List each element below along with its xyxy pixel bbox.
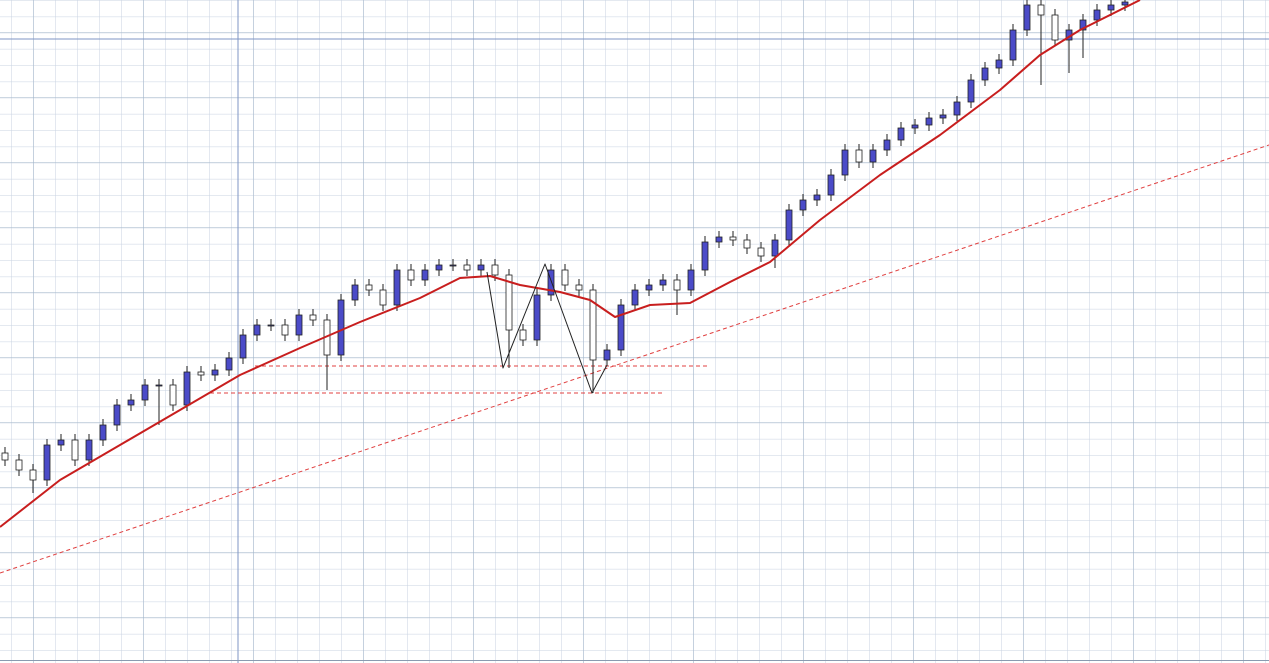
trend-line bbox=[0, 144, 1269, 574]
candle-body bbox=[505, 274, 513, 331]
candle-body bbox=[897, 127, 905, 141]
zigzag-pattern bbox=[486, 263, 608, 394]
moving-average bbox=[0, 0, 1141, 528]
candle-body bbox=[813, 194, 821, 201]
candle-body bbox=[169, 384, 177, 406]
candle-body bbox=[43, 444, 51, 481]
candle-body bbox=[267, 324, 275, 327]
candle-body bbox=[771, 239, 779, 257]
candle-body bbox=[715, 236, 723, 243]
candle-body bbox=[127, 399, 135, 406]
candle-body bbox=[729, 236, 737, 241]
candle-body bbox=[71, 439, 79, 461]
candle-body bbox=[827, 174, 835, 196]
candle-body bbox=[239, 334, 247, 359]
candle-body bbox=[113, 404, 121, 426]
candle-body bbox=[617, 304, 625, 351]
candle-body bbox=[253, 324, 261, 336]
candle-body bbox=[1009, 29, 1017, 61]
candle-body bbox=[365, 284, 373, 291]
candle-body bbox=[309, 314, 317, 321]
candle-body bbox=[463, 264, 471, 271]
candle-body bbox=[603, 349, 611, 361]
candle-body bbox=[743, 239, 751, 249]
candle-body bbox=[281, 324, 289, 336]
candle-body bbox=[925, 117, 933, 126]
candle-body bbox=[981, 67, 989, 81]
candle-body bbox=[183, 371, 191, 406]
candle-body bbox=[995, 59, 1003, 69]
candle-body bbox=[911, 124, 919, 129]
candle-body bbox=[631, 289, 639, 306]
candle-body bbox=[533, 294, 541, 341]
candle-body bbox=[1, 452, 9, 461]
candle-body bbox=[295, 314, 303, 336]
candle-body bbox=[351, 284, 359, 301]
candle-body bbox=[659, 279, 667, 286]
candle-body bbox=[449, 264, 457, 267]
candle-body bbox=[869, 149, 877, 163]
candle-body bbox=[799, 199, 807, 211]
candle-body bbox=[1079, 19, 1087, 31]
candle-body bbox=[337, 299, 345, 356]
candle-body bbox=[519, 329, 527, 341]
candle-body bbox=[1023, 4, 1031, 31]
candle-body bbox=[491, 264, 499, 276]
candle-body bbox=[883, 139, 891, 151]
candle-body bbox=[155, 384, 163, 387]
candle-body bbox=[701, 241, 709, 271]
candle-body bbox=[855, 149, 863, 163]
candle-body bbox=[57, 439, 65, 446]
candle-body bbox=[967, 79, 975, 103]
candle-body bbox=[939, 114, 947, 119]
candle-body bbox=[575, 284, 583, 291]
candle-body bbox=[29, 469, 37, 481]
candle-body bbox=[99, 424, 107, 441]
candle-body bbox=[673, 279, 681, 291]
candle-body bbox=[407, 269, 415, 281]
candle-body bbox=[435, 264, 443, 271]
candle-body bbox=[589, 289, 597, 361]
candle-body bbox=[85, 439, 93, 461]
candle-body bbox=[953, 101, 961, 116]
candle-body bbox=[421, 269, 429, 281]
candle-body bbox=[547, 269, 555, 296]
candle-body bbox=[211, 369, 219, 376]
candle-body bbox=[141, 384, 149, 401]
candle-body bbox=[1051, 14, 1059, 41]
candle-body bbox=[757, 247, 765, 257]
candle-body bbox=[1121, 1, 1129, 6]
candle-body bbox=[1093, 9, 1101, 21]
candle-body bbox=[561, 269, 569, 286]
candle-body bbox=[1037, 4, 1045, 16]
candle-body bbox=[645, 284, 653, 291]
candle-body bbox=[379, 289, 387, 306]
candle-body bbox=[785, 209, 793, 241]
candle-body bbox=[1107, 4, 1115, 11]
candle-body bbox=[15, 459, 23, 471]
candle-body bbox=[393, 269, 401, 306]
candle-body bbox=[225, 357, 233, 371]
candle-body bbox=[841, 149, 849, 176]
candle-body bbox=[197, 371, 205, 376]
candle-body bbox=[477, 264, 485, 271]
candle-body bbox=[687, 269, 695, 291]
